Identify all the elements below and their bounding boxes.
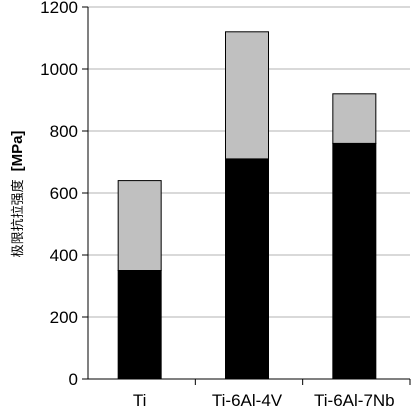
svg-text:极限抗拉强度 [MPa]: 极限抗拉强度 [MPa]: [9, 131, 26, 258]
y-tick-label: 1200: [40, 0, 78, 17]
y-tick-labels: 0 200 400 600 800 1000 1200: [40, 0, 88, 389]
bar-segment-lower: [117, 270, 162, 380]
bar-segment-upper: [332, 93, 377, 144]
y-tick-label: 800: [50, 122, 78, 141]
bars: [117, 31, 377, 380]
x-tick-label: Ti-6Al-4V: [212, 391, 283, 410]
y-tick-label: 0: [69, 370, 78, 389]
bar-segment-upper: [225, 31, 269, 160]
bar-segment-upper: [117, 180, 162, 272]
y-tick-label: 200: [50, 308, 78, 327]
y-axis-title-unit: [MPa]: [9, 131, 26, 172]
bar-segment-lower: [332, 142, 377, 380]
y-axis-title-text: 极限抗拉强度: [10, 179, 26, 257]
y-tick-label: 1000: [40, 60, 78, 79]
x-tick-label: Ti-6Al-7Nb: [314, 391, 395, 410]
y-axis-title: 极限抗拉强度 [MPa]: [9, 131, 26, 258]
bar-segment-lower: [225, 158, 269, 380]
x-tick-labels: Ti Ti-6Al-4V Ti-6Al-7Nb: [133, 379, 411, 410]
y-tick-label: 400: [50, 246, 78, 265]
y-tick-label: 600: [50, 184, 78, 203]
x-tick-label: Ti: [133, 391, 147, 410]
